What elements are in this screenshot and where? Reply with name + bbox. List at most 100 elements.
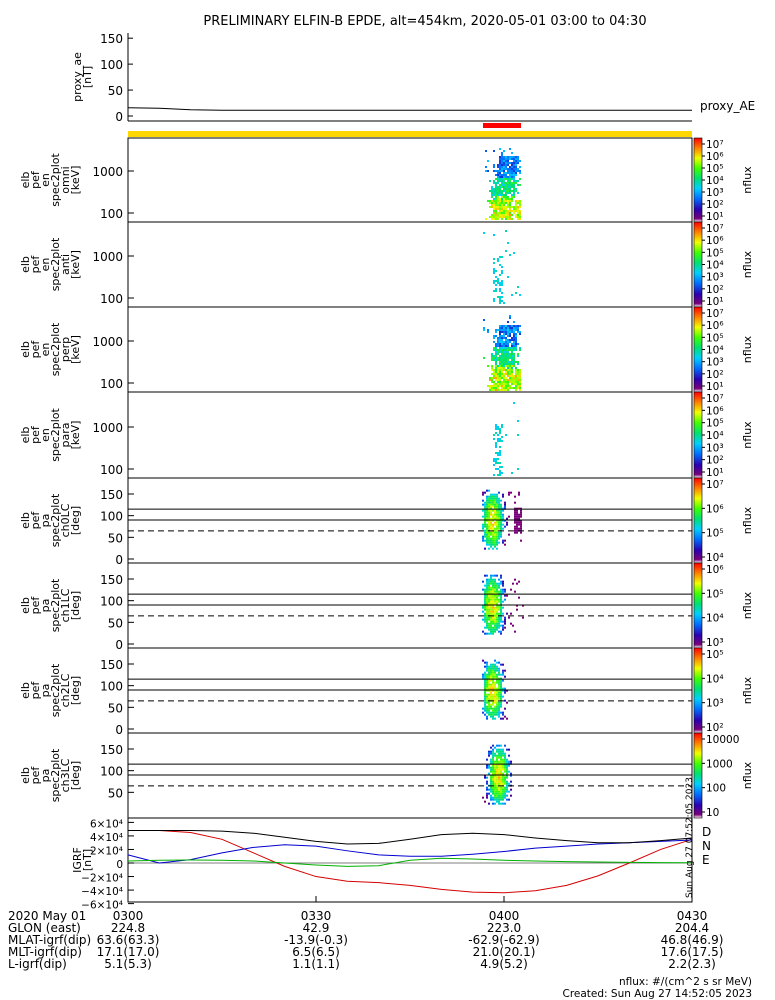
spectrogram-cell — [519, 216, 521, 218]
spectrogram-cell — [495, 196, 497, 198]
footer-row-label: MLT-igrf(dip) — [8, 945, 82, 959]
spectrogram-cell — [490, 545, 492, 548]
spectrogram-cell — [490, 665, 492, 668]
y-tick-label: 1000 — [92, 165, 123, 179]
spectrogram-cell — [494, 628, 496, 631]
spectrogram-cell — [507, 369, 509, 371]
spectrogram-cell — [498, 667, 500, 670]
spectrogram-cell — [484, 515, 486, 518]
spectrogram-cell — [518, 491, 520, 494]
spectrogram-cell — [500, 701, 502, 704]
spectrogram-cell — [484, 661, 486, 664]
spectrogram-cell — [500, 756, 502, 759]
spectrogram-cell — [499, 200, 501, 202]
spectrogram-cell — [500, 620, 502, 623]
spectrogram-cell — [488, 669, 490, 672]
spectrogram-cell — [498, 594, 500, 597]
spectrogram-cell — [498, 491, 500, 494]
spectrogram-cell — [494, 545, 496, 548]
spectrogram-cell — [491, 385, 493, 387]
spectrogram-cell — [508, 798, 510, 801]
spectrogram-cell — [492, 539, 494, 542]
spectrogram-cell — [509, 176, 511, 178]
spectrogram-cell — [509, 355, 511, 357]
spectrogram-cell — [515, 172, 517, 174]
spectrogram-cell — [497, 198, 499, 200]
spectrogram-cell — [484, 533, 486, 536]
spectrogram-cell — [495, 389, 497, 391]
spectrogram-cell — [484, 596, 486, 599]
y-axis-label-line: spec2plot — [49, 748, 62, 802]
spectrogram-cell — [488, 754, 490, 757]
spectrogram-cell — [505, 162, 507, 164]
spectrogram-cell — [492, 798, 494, 801]
spectrogram-cell — [507, 198, 509, 200]
spectrogram-cell — [492, 578, 494, 581]
spectrogram-cell — [482, 606, 484, 609]
spectrogram-cell — [503, 196, 505, 198]
spectrogram-cell — [498, 586, 500, 589]
spectrogram-cell — [492, 778, 494, 781]
spectrogram-cell — [496, 768, 498, 771]
spectrogram-cell — [517, 361, 519, 363]
spectrogram-cell — [501, 212, 503, 214]
spectrogram-cell — [490, 596, 492, 599]
spectrogram-cell — [500, 711, 502, 714]
spectrogram-cell — [504, 754, 506, 757]
spectrogram-cell — [516, 513, 518, 516]
spectrogram-cell — [507, 212, 509, 214]
spectrogram-cell — [486, 529, 488, 532]
spectrogram-cell — [500, 598, 502, 601]
spectrogram-cell — [493, 355, 495, 357]
spectrogram-cell — [493, 200, 495, 202]
spectrogram-cell — [507, 347, 509, 349]
spectrogram-cell — [486, 513, 488, 516]
spectrogram-cell — [511, 156, 513, 158]
spectrogram-cell — [499, 349, 501, 351]
spectrogram-cell — [516, 521, 518, 524]
colorbar-tick-label: 10⁴ — [706, 430, 724, 442]
spectrogram-cell — [513, 321, 515, 323]
spectrogram-cell — [494, 665, 496, 668]
spectrogram-cell — [499, 383, 501, 385]
spectrogram-cell — [490, 776, 492, 779]
spectrogram-cell — [489, 379, 491, 381]
spectrogram-cell — [504, 790, 506, 793]
spectrogram-cell — [499, 432, 501, 434]
spectrogram-cell — [516, 604, 518, 607]
spectrogram-cell — [494, 701, 496, 704]
spectrogram-cell — [499, 296, 501, 298]
spectrogram-cell — [495, 442, 497, 444]
spectrogram-cell — [513, 208, 515, 210]
y-tick-label: 0 — [115, 553, 123, 567]
spectrogram-cell — [502, 527, 504, 530]
spectrogram-cell — [500, 594, 502, 597]
spectrogram-cell — [497, 458, 499, 460]
spectrogram-cell — [482, 515, 484, 518]
spectrogram-cell — [488, 764, 490, 767]
spectrogram-cell — [499, 300, 501, 302]
spectrogram-cell — [497, 192, 499, 194]
spectrogram-cell — [515, 361, 517, 363]
spectrogram-cell — [503, 198, 505, 200]
spectrogram-cell — [490, 679, 492, 682]
spectrogram-cell — [496, 796, 498, 799]
spectrogram-cell — [515, 335, 517, 337]
spectrogram-cell — [515, 174, 517, 176]
spectrogram-cell — [492, 701, 494, 704]
spectrogram-cell — [486, 620, 488, 623]
spectrogram-cell — [501, 383, 503, 385]
y-tick-label: 100 — [100, 765, 123, 779]
spectrogram-cell — [488, 600, 490, 603]
spectrogram-cell — [517, 369, 519, 371]
spectrogram-cell — [484, 517, 486, 520]
spectrogram-cell — [492, 580, 494, 583]
spectrogram-cell — [498, 689, 500, 692]
spectrogram-cell — [495, 214, 497, 216]
spectrogram-cell — [515, 385, 517, 387]
spectrogram-cell — [497, 280, 499, 282]
spectrogram-cell — [498, 768, 500, 771]
spectrogram-cell — [498, 499, 500, 502]
spectrogram-cell — [504, 618, 506, 621]
spectrogram-cell — [484, 701, 486, 704]
